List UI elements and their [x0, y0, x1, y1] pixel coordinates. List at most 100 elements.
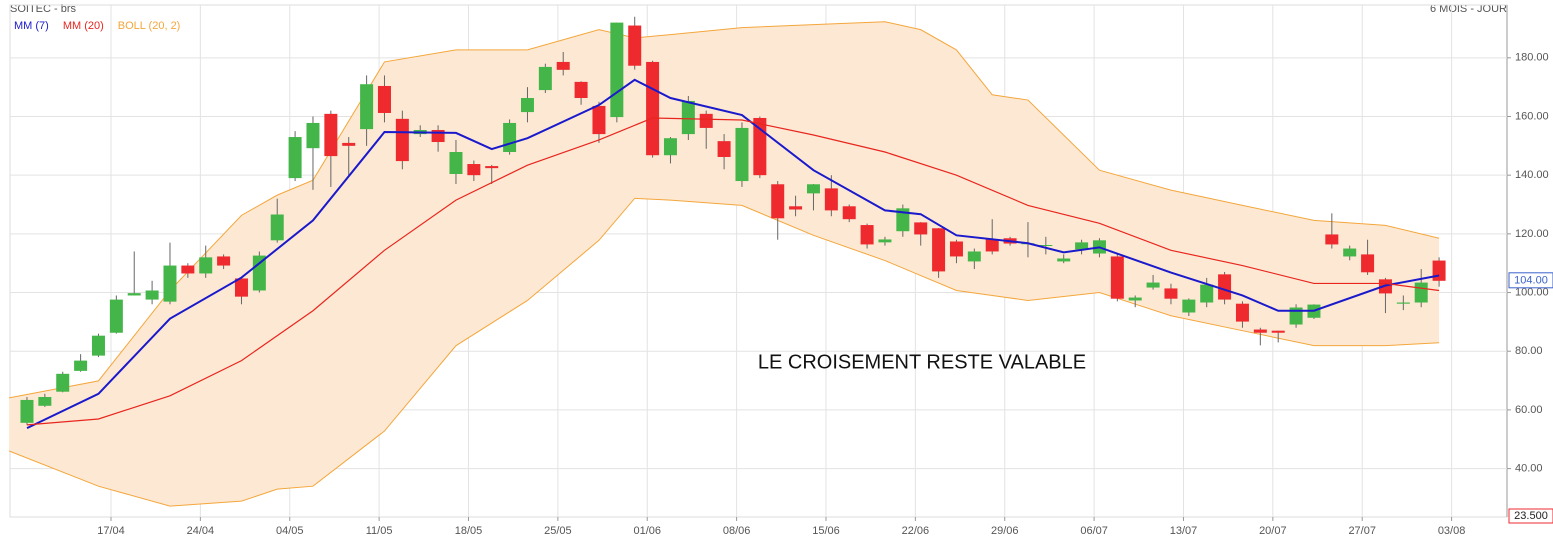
candle-body [503, 122, 517, 152]
candle-body [1164, 288, 1178, 299]
x-tick-label: 06/07 [1080, 525, 1108, 537]
candle-body [1253, 329, 1267, 333]
candle-body [109, 299, 123, 333]
candle-body [360, 84, 374, 130]
candle-body [217, 256, 231, 266]
candle-body [1235, 303, 1249, 322]
x-tick-label: 13/07 [1170, 525, 1198, 537]
legend-entry: MM (7) [14, 20, 49, 32]
candle-body [771, 184, 785, 219]
x-tick-label: 01/06 [633, 525, 661, 537]
candle-body [56, 373, 70, 392]
candle-body [1128, 297, 1142, 301]
candle-body [181, 265, 195, 274]
candle-body [610, 22, 624, 118]
candle-body [574, 81, 588, 99]
candle-body [1271, 330, 1285, 333]
candle-body [91, 335, 105, 356]
candle-body [1057, 258, 1071, 262]
candle-body [520, 98, 534, 113]
candle-body [1361, 254, 1375, 273]
x-tick-label: 08/06 [723, 525, 751, 537]
x-tick-label: 17/04 [97, 525, 125, 537]
candle-body [681, 100, 695, 135]
y-tick-label: 120.00 [1515, 228, 1549, 240]
candle-body [967, 251, 981, 262]
annotation: LE CROISEMENT RESTE VALABLE [758, 351, 1086, 373]
y-tick-label: 100.00 [1515, 286, 1549, 298]
candle-body [74, 360, 88, 371]
candle-body [878, 239, 892, 243]
y-tick-label: 80.00 [1515, 345, 1543, 357]
candle-body [38, 396, 52, 406]
candle-body [1343, 248, 1357, 257]
bollinger-lower [8, 197, 1440, 507]
candle-body [896, 208, 910, 232]
candle-body [1396, 302, 1410, 304]
candle-body [949, 241, 963, 257]
bollinger-upper [9, 21, 1440, 399]
y-tick-label: 180.00 [1515, 52, 1549, 64]
candle-body [842, 206, 856, 220]
candle-body [324, 113, 338, 157]
candle-body [628, 25, 642, 66]
candle-body [1075, 242, 1089, 250]
candle-body [127, 293, 141, 296]
candle-body [1039, 245, 1053, 247]
candle-body [20, 399, 34, 423]
candle-body [163, 265, 177, 302]
y-tick-label: 160.00 [1515, 110, 1549, 122]
candle-body [234, 278, 248, 297]
y-min-box [1508, 508, 1553, 524]
candle-body [342, 142, 356, 146]
candle-body [1432, 260, 1446, 281]
candle-body [377, 85, 391, 113]
candle-body [1110, 256, 1124, 299]
x-tick-label: 11/05 [366, 525, 393, 537]
x-tick-label: 04/05 [276, 525, 304, 537]
moving-average [26, 117, 1440, 426]
moving-average [26, 78, 1440, 429]
candle-body [467, 164, 481, 176]
candle-body [1182, 299, 1196, 313]
chart-title: SOITEC - brs [10, 3, 77, 15]
candle-body [824, 188, 838, 211]
candle-body [1289, 307, 1303, 325]
y-tick-label: 140.00 [1515, 169, 1549, 181]
candle-body [806, 184, 820, 194]
chart-subtitle: 6 MOIS - JOUR [1430, 3, 1507, 15]
candle-body [663, 138, 677, 156]
candle-body [699, 113, 713, 128]
candle-body [1414, 282, 1428, 303]
x-tick-label: 20/07 [1259, 525, 1287, 537]
last-price-label: 104.00 [1514, 275, 1548, 287]
candle-body [199, 257, 213, 274]
y-tick-label: 40.00 [1515, 462, 1543, 474]
candle-body [860, 225, 874, 245]
candle-body [717, 141, 731, 157]
candle-body [288, 137, 302, 179]
candle-body [485, 166, 499, 169]
legend-entry: MM (20) [63, 20, 104, 32]
candle-body [1146, 282, 1160, 288]
last-price-box [1508, 272, 1553, 289]
candle-body [252, 255, 266, 291]
candle-body [1200, 284, 1214, 303]
x-tick-label: 27/07 [1348, 525, 1376, 537]
candle-body [735, 127, 749, 182]
y-tick-label: 23.500 [1514, 510, 1548, 522]
candle-body [646, 61, 660, 156]
candle-body [1218, 274, 1232, 300]
candle-body [556, 61, 570, 70]
candle-body [270, 214, 284, 241]
x-tick-label: 24/04 [187, 525, 215, 537]
x-tick-label: 15/06 [812, 525, 840, 537]
candle-body [789, 206, 803, 210]
candle-body [1325, 234, 1339, 245]
candle-body [914, 222, 928, 235]
x-tick-label: 22/06 [902, 525, 930, 537]
candle-body [145, 290, 159, 300]
y-tick-label: 60.00 [1515, 404, 1543, 416]
candle-body [932, 228, 946, 272]
